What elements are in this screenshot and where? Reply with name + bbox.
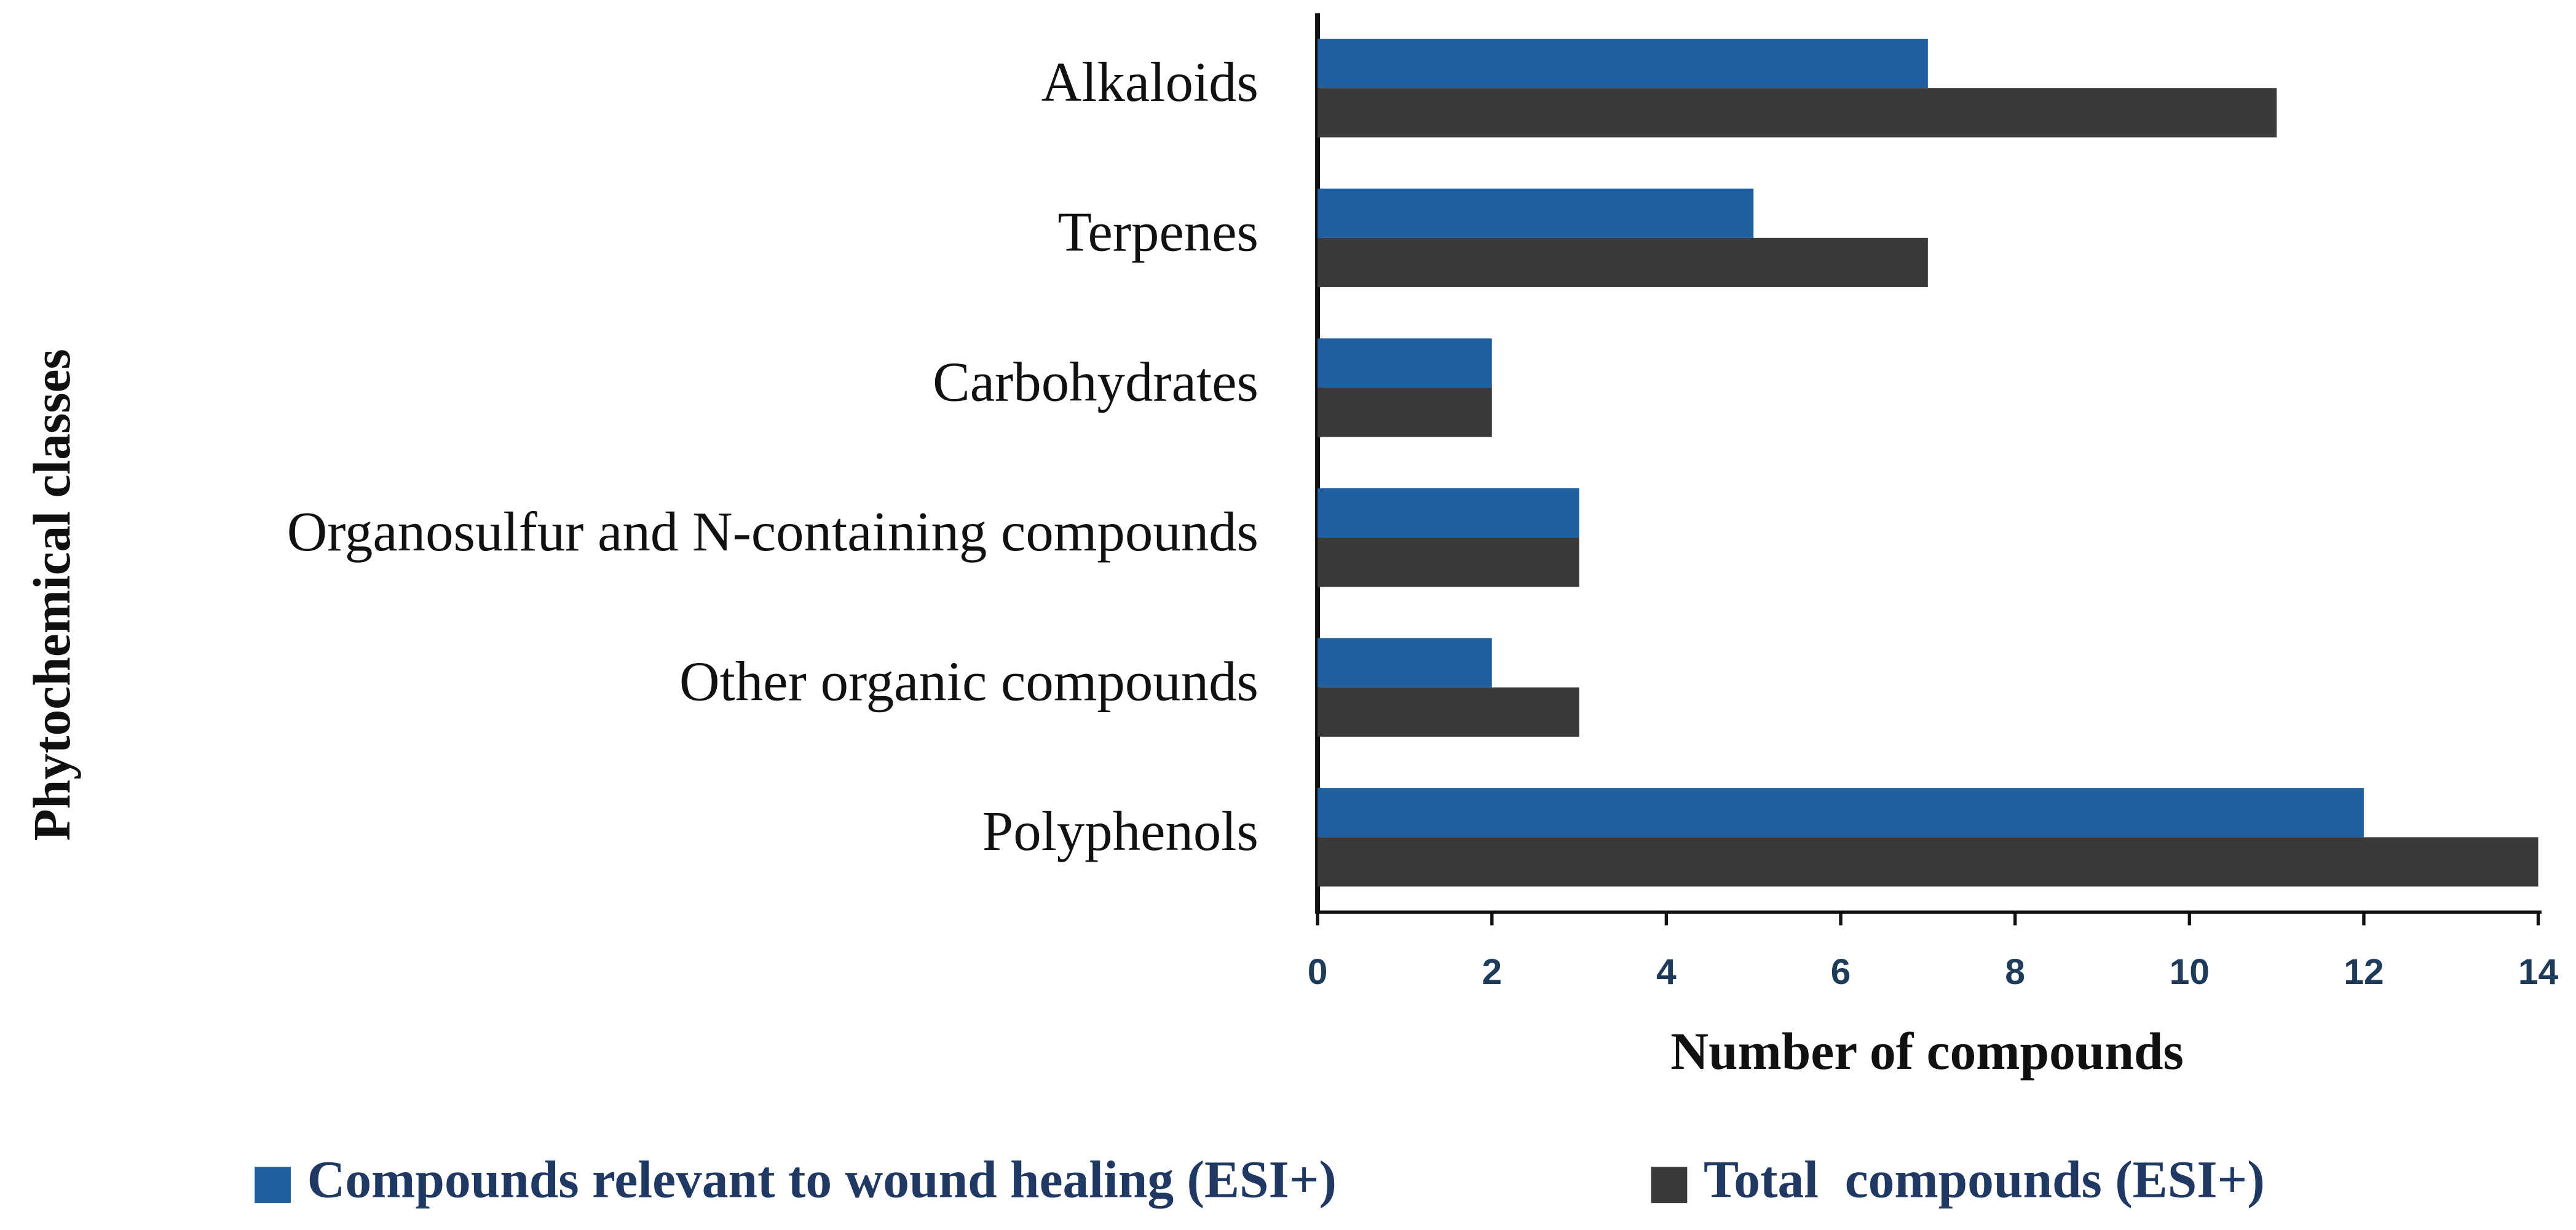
category-label: Terpenes [1057, 201, 1258, 263]
category-label: Other organic compounds [679, 651, 1258, 713]
legend-label: Compounds relevant to wound healing (ESI… [307, 1151, 1337, 1208]
bar [1318, 188, 1754, 238]
bar [1318, 837, 2538, 887]
x-tick-label: 2 [1482, 952, 1502, 992]
y-axis-title: Phytochemical classes [23, 349, 81, 841]
category-label: Polyphenols [982, 800, 1258, 862]
category-label: Alkaloids [1041, 51, 1258, 113]
bar [1318, 687, 1579, 737]
bar [1318, 788, 2364, 838]
category-label: Carbohydrates [933, 351, 1258, 413]
bar [1318, 538, 1579, 587]
legend-swatch [255, 1167, 291, 1204]
x-tick-label: 6 [1831, 952, 1851, 992]
bar [1318, 387, 1492, 437]
bar [1318, 88, 2277, 138]
x-tick-label: 10 [2170, 952, 2210, 992]
category-label: Organosulfur and N-containing compounds [287, 501, 1258, 563]
legend-swatch [1651, 1167, 1688, 1204]
x-tick-label: 12 [2344, 952, 2384, 992]
legend-label: Total compounds (ESI+) [1704, 1151, 2265, 1208]
x-axis-title: Number of compounds [1670, 1023, 2184, 1081]
x-tick-label: 14 [2518, 952, 2559, 992]
x-tick-label: 8 [2005, 952, 2025, 992]
bar [1318, 488, 1579, 538]
bar [1318, 39, 1928, 89]
x-tick-label: 4 [1656, 952, 1677, 992]
bar [1318, 237, 1928, 287]
x-tick-label: 0 [1308, 952, 1328, 992]
bar [1318, 638, 1492, 688]
bar [1318, 338, 1492, 388]
